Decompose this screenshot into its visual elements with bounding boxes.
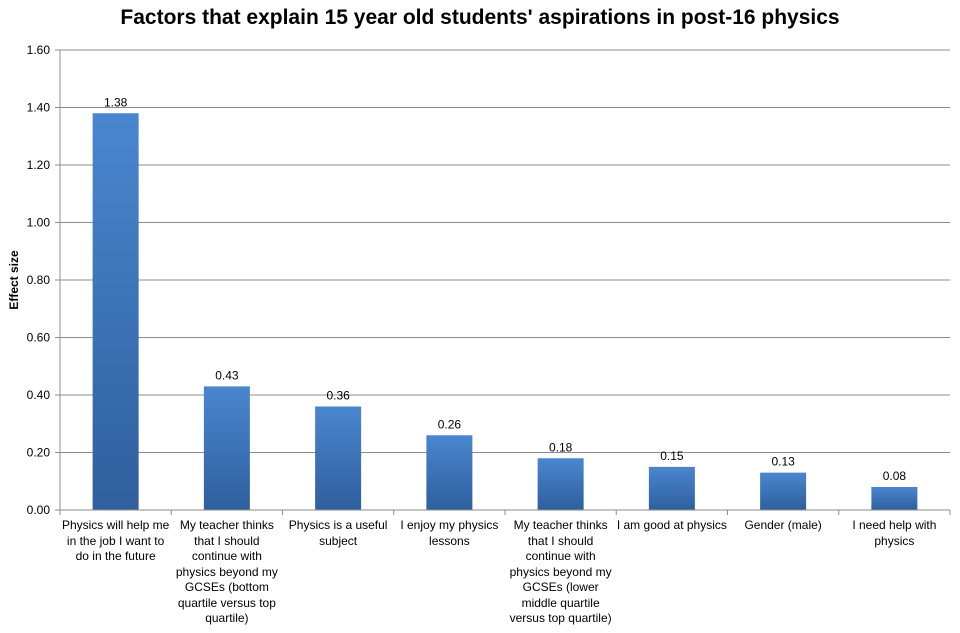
bar (760, 473, 806, 510)
bar (649, 467, 695, 510)
bar (538, 458, 584, 510)
y-tick-label: 1.00 (27, 216, 51, 230)
x-category-label: Physics will help me in the job I want t… (60, 518, 172, 565)
x-category-label: Gender (male) (727, 518, 839, 534)
x-category-label: I enjoy my physics lessons (393, 518, 505, 549)
y-tick-label: 1.20 (27, 158, 51, 172)
data-label: 0.08 (883, 469, 907, 483)
y-tick-label: 0.00 (27, 503, 51, 517)
data-label: 0.13 (771, 455, 795, 469)
chart-title: Factors that explain 15 year old student… (0, 6, 960, 30)
y-tick-label: 0.60 (27, 331, 51, 345)
bar (93, 113, 139, 510)
x-category-label: My teacher thinks that I should continue… (171, 518, 283, 627)
y-tick-label: 0.20 (27, 446, 51, 460)
x-category-label: I need help with physics (838, 518, 950, 549)
bar (204, 386, 250, 510)
bar (315, 407, 361, 511)
y-tick-label: 1.40 (27, 101, 51, 115)
x-category-label: I am good at physics (616, 518, 728, 534)
y-tick-label: 0.80 (27, 273, 51, 287)
data-label: 0.15 (660, 449, 684, 463)
bar (871, 487, 917, 510)
y-tick-label: 0.40 (27, 388, 51, 402)
data-label: 0.43 (215, 368, 239, 382)
y-tick-label: 1.60 (27, 43, 51, 57)
data-label: 1.38 (104, 95, 128, 109)
x-category-label: My teacher thinks that I should continue… (505, 518, 617, 627)
data-label: 0.26 (438, 417, 462, 431)
x-category-label: Physics is a useful subject (282, 518, 394, 549)
data-label: 0.36 (326, 389, 350, 403)
y-axis-label: Effect size (7, 250, 21, 310)
data-label: 0.18 (549, 440, 573, 454)
bar (426, 435, 472, 510)
